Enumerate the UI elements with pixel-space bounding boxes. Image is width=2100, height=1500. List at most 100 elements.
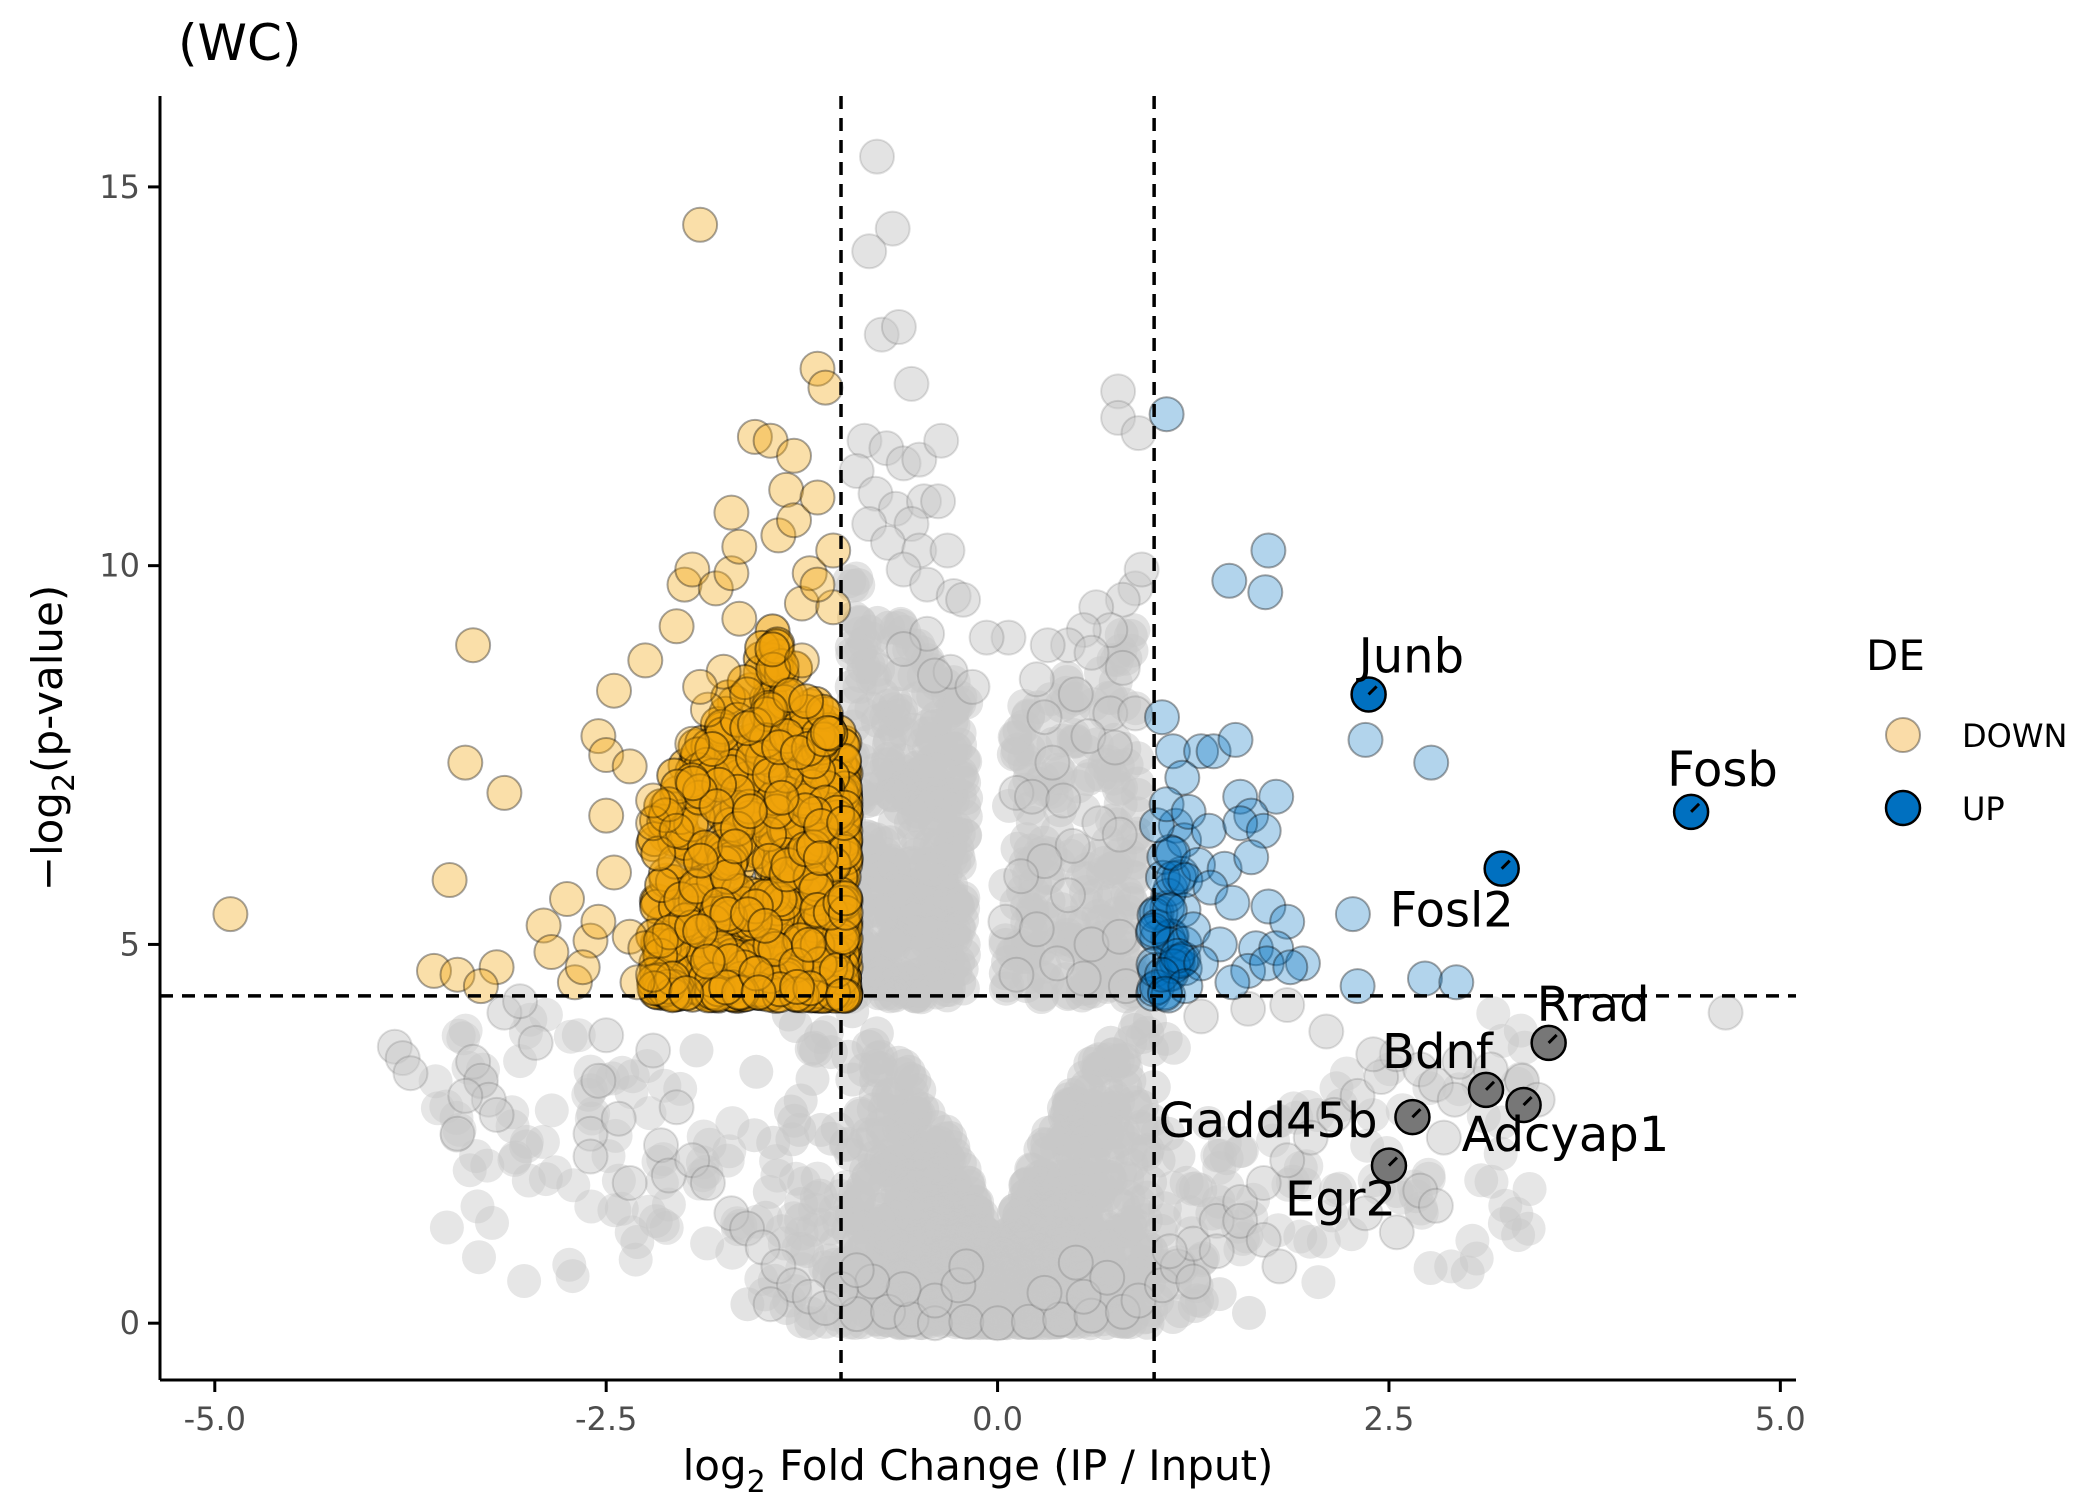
ns-point [904, 1244, 939, 1279]
up-point [1347, 721, 1384, 758]
ns-point [1202, 1138, 1237, 1173]
ns-point [1485, 1023, 1520, 1058]
ns-point [712, 1134, 747, 1169]
down-point [486, 774, 523, 811]
ns-point [994, 1267, 1029, 1302]
down-point [747, 907, 784, 944]
up-point [1407, 960, 1443, 997]
ns-point [752, 1286, 789, 1323]
ns-point [1487, 1206, 1522, 1241]
ns-point [756, 1125, 791, 1160]
ns-point [800, 1161, 835, 1196]
ns-point [1084, 1172, 1119, 1206]
ns-point [1073, 634, 1110, 671]
ns-point [865, 959, 900, 994]
ns-point [890, 1232, 925, 1267]
ns-point [948, 1248, 985, 1285]
down-point [682, 842, 719, 879]
y-axis-title-prefix: −log [23, 792, 72, 891]
x-axis-title-text [766, 1441, 779, 1490]
ns-point [1003, 858, 1040, 895]
x-ticks: -5.0 -2.5 0.0 2.5 5.0 [184, 1380, 1806, 1438]
ns-point [994, 1261, 1029, 1296]
down-point [807, 369, 844, 406]
ns-point [872, 727, 906, 762]
ns-point [1173, 1195, 1208, 1230]
up-point [1190, 812, 1227, 849]
down-point [564, 949, 601, 986]
ns-point [987, 903, 1024, 940]
down-point [431, 862, 468, 898]
ns-point [885, 1271, 922, 1308]
ns-point [884, 657, 919, 691]
ns-point [553, 1019, 588, 1054]
ns-point [497, 1142, 532, 1177]
ns-point [1207, 1126, 1242, 1161]
ns-point [651, 1187, 686, 1222]
ns-point [459, 1139, 494, 1174]
ns-point [1290, 1090, 1325, 1124]
ns-point [710, 1143, 745, 1178]
ns-point [949, 1215, 984, 1250]
ns-point [996, 737, 1031, 772]
ns-point [882, 698, 917, 733]
plot-points [212, 138, 1744, 1342]
ns-point [525, 1124, 560, 1159]
ns-point [556, 1168, 591, 1203]
ns-point [886, 1232, 921, 1267]
ns-point [905, 1228, 939, 1263]
ns-point [945, 581, 982, 618]
down-point [462, 968, 499, 1005]
ns-point [798, 1192, 833, 1227]
ns-point [1499, 1196, 1534, 1231]
ns-point [795, 1212, 830, 1247]
ns-point [870, 1080, 905, 1114]
ns-point [874, 210, 911, 247]
ns-point [1082, 1042, 1117, 1077]
ns-point [448, 1013, 483, 1048]
y-tick-label: 15 [99, 168, 140, 206]
ns-point [597, 1193, 632, 1228]
ns-point [498, 1140, 533, 1175]
ns-point [1023, 1132, 1058, 1167]
ns-point [538, 1155, 573, 1190]
down-point [658, 812, 695, 849]
ns-point [914, 1253, 949, 1288]
ns-point [885, 631, 922, 667]
ns-point [1198, 1233, 1235, 1270]
ns-point [1175, 1171, 1210, 1206]
ns-point [897, 1064, 932, 1098]
ns-point [1021, 1246, 1056, 1281]
ns-point [779, 1161, 813, 1196]
ns-point [614, 1075, 649, 1110]
y-tick-label: 5 [120, 925, 140, 963]
ns-point [502, 983, 539, 1020]
down-point [674, 725, 711, 762]
x-axis-title-main: Fold Change (IP / Input) [779, 1441, 1273, 1490]
ns-point [989, 1258, 1024, 1293]
ns-point [1113, 1209, 1148, 1244]
ns-point [1202, 1151, 1237, 1185]
ns-point [929, 532, 966, 569]
ns-point [902, 1230, 937, 1265]
gene-labels: Rrad Bdnf Adcyap1 Gadd45b Egr2 Junb Fosb Fosl2 [1158, 628, 1777, 1227]
ns-point [1707, 994, 1744, 1031]
ns-point [1466, 1099, 1501, 1134]
ns-point [1028, 1200, 1063, 1235]
up-point [1217, 721, 1254, 758]
down-point [826, 805, 863, 841]
ns-point [460, 1189, 495, 1224]
ns-point [920, 483, 957, 520]
ns-point [811, 1243, 846, 1278]
ns-point [1101, 816, 1138, 853]
down-point [788, 683, 825, 720]
down-point [212, 896, 249, 933]
ns-point [893, 365, 930, 402]
down-point [580, 903, 617, 940]
ns-point [818, 1227, 853, 1262]
ns-point [1287, 1167, 1322, 1202]
ns-point [886, 891, 921, 926]
ns-point [1191, 1106, 1226, 1140]
ns-point [1026, 1274, 1063, 1311]
ns-point [784, 1216, 819, 1251]
